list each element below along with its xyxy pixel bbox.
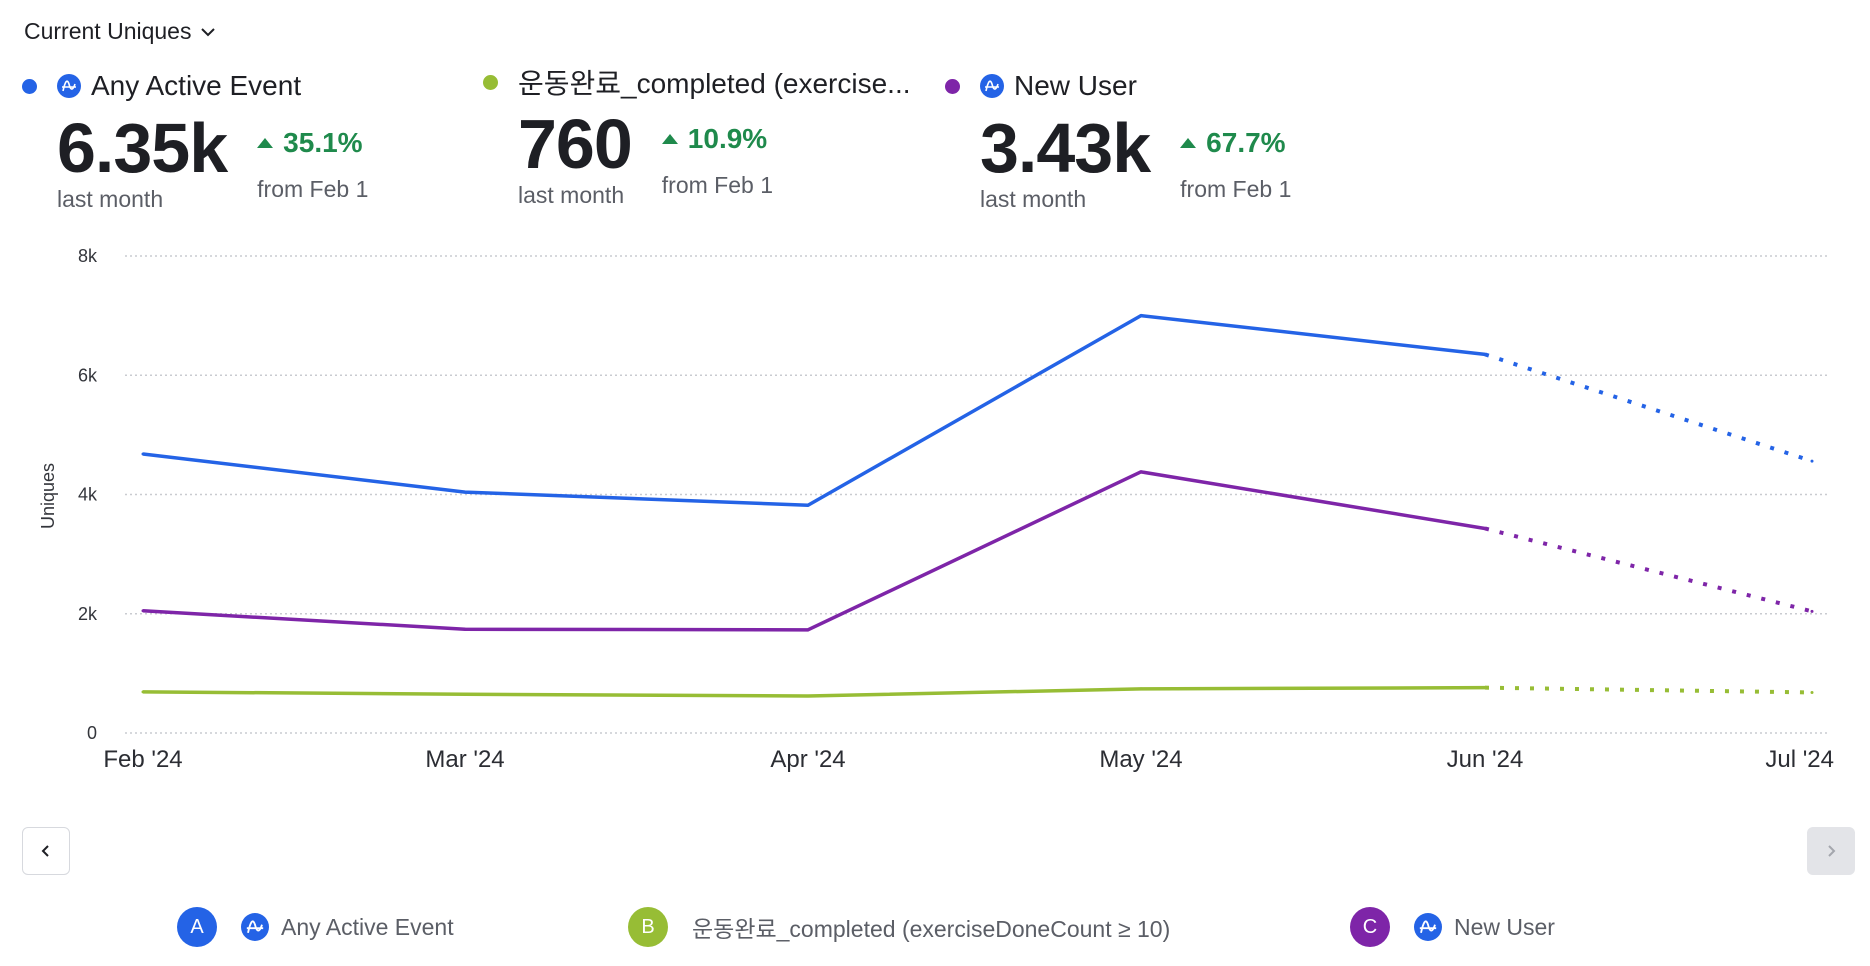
arrow-up-icon [1180,138,1197,148]
data-point[interactable] [141,690,145,694]
summary-value-caption: last month [518,182,625,208]
series-line[interactable] [142,313,1486,507]
series-lines [141,313,1814,698]
legend-item-a[interactable]: A Any Active Event [177,907,454,947]
amplitude-event-icon [980,74,1004,98]
data-point[interactable] [1139,687,1143,691]
metric-dropdown-label: Current Uniques [24,18,192,44]
series-color-dot [945,78,960,94]
data-point[interactable] [806,503,810,507]
arrow-up-icon [661,134,678,144]
amplitude-event-icon [1414,913,1442,941]
y-tick-label: 2k [78,604,98,624]
summary-value-caption: last month [57,186,164,212]
summary-change: 10.9% [661,120,773,158]
series-color-dot [483,74,498,90]
amplitude-event-icon [241,913,269,941]
y-tick-label: 0 [87,723,97,743]
series-line[interactable] [142,470,1486,632]
summary-name: New User [1014,70,1137,101]
series-letter-badge: C [1350,907,1390,947]
summary-change-caption: from Feb 1 [661,172,774,198]
series-color-dot [22,78,37,94]
y-tick-label: 8k [78,246,98,266]
series-a [141,313,1814,507]
data-point[interactable] [1483,352,1487,356]
line-chart: 0 2k 4k 6k 8k Uniques Feb '24 Mar '24 Apr '24 M… [38,246,1834,773]
next-page-button[interactable] [1807,827,1855,875]
series-projection-line[interactable] [1484,352,1813,464]
arrow-up-icon [257,138,274,148]
gridlines [125,255,1830,734]
legend-label: New User [1454,913,1555,940]
summary-value: 760 [518,105,633,183]
legend-label: 운동완료_completed (exerciseDoneCount ≥ 10) [692,916,1171,942]
summary-new-user: New User 3.43k last month 67.7% from Feb… [945,66,1291,213]
data-point[interactable] [1810,609,1814,613]
data-point[interactable] [1139,314,1143,318]
data-point[interactable] [1483,526,1487,530]
summary-change: 67.7% [1180,124,1291,162]
summary-exercise-completed: 운동완료_completed (exercise... 760 last mon… [483,62,911,209]
series-line[interactable] [142,685,1486,698]
summary-change-value: 10.9% [687,123,768,154]
y-tick-label: 4k [78,485,98,505]
series-letter-badge: A [177,907,217,947]
x-tick-label: Feb '24 [103,746,182,773]
x-axis-ticks: Feb '24 Mar '24 Apr '24 May '24 Jun '24 Jul '… [103,746,1834,773]
summary-change-caption: from Feb 1 [257,176,369,202]
summary-any-active-event: Any Active Event 6.35k last month 35.1% … [22,66,368,213]
summary-value: 6.35k [57,109,228,187]
summary-change-value: 35.1% [283,127,363,158]
legend-item-c[interactable]: C New User [1350,907,1555,947]
metric-dropdown[interactable]: Current Uniques [24,18,217,45]
summary-value: 3.43k [980,109,1151,187]
summary-change-value: 67.7% [1206,127,1286,158]
x-tick-label: Apr '24 [770,746,845,773]
series-letter-badge: B [628,907,668,947]
summary-name: Any Active Event [91,70,302,101]
data-point[interactable] [141,452,145,456]
previous-page-button[interactable] [22,827,70,875]
summary-name: 운동완료_completed (exercise... [518,68,911,99]
series-b [141,685,1814,698]
summary-value-caption: last month [980,186,1087,212]
x-tick-label: Jun '24 [1447,746,1524,773]
x-tick-label: May '24 [1099,746,1182,773]
legend-label: Any Active Event [281,913,454,940]
summary-change: 35.1% [257,124,368,162]
chevron-down-icon [201,27,216,36]
series-projection-line[interactable] [1484,526,1813,614]
chevron-left-icon [41,845,49,857]
data-point[interactable] [1810,459,1814,463]
data-point[interactable] [141,609,145,613]
data-point[interactable] [1810,690,1814,694]
amplitude-event-icon [57,74,81,98]
data-point[interactable] [463,490,467,494]
chart-legend: A Any Active Event B 운동완료_completed (exe… [0,907,1870,947]
data-point[interactable] [1139,470,1143,474]
series-projection-line[interactable] [1484,685,1813,695]
summary-change-caption: from Feb 1 [1180,176,1292,202]
legend-item-b[interactable]: B 운동완료_completed (exerciseDoneCount ≥ 10… [628,907,1170,947]
data-point[interactable] [1483,686,1487,690]
y-axis-label: Uniques [38,463,58,529]
data-point[interactable] [463,692,467,696]
data-point[interactable] [806,694,810,698]
data-point[interactable] [806,628,810,632]
x-tick-label: Mar '24 [425,746,504,773]
series-c [141,470,1814,632]
y-tick-label: 6k [78,365,98,385]
y-axis-ticks: 0 2k 4k 6k 8k [78,246,98,743]
x-tick-label: Jul '24 [1765,746,1834,773]
data-point[interactable] [463,627,467,631]
chevron-right-icon [1828,845,1836,857]
